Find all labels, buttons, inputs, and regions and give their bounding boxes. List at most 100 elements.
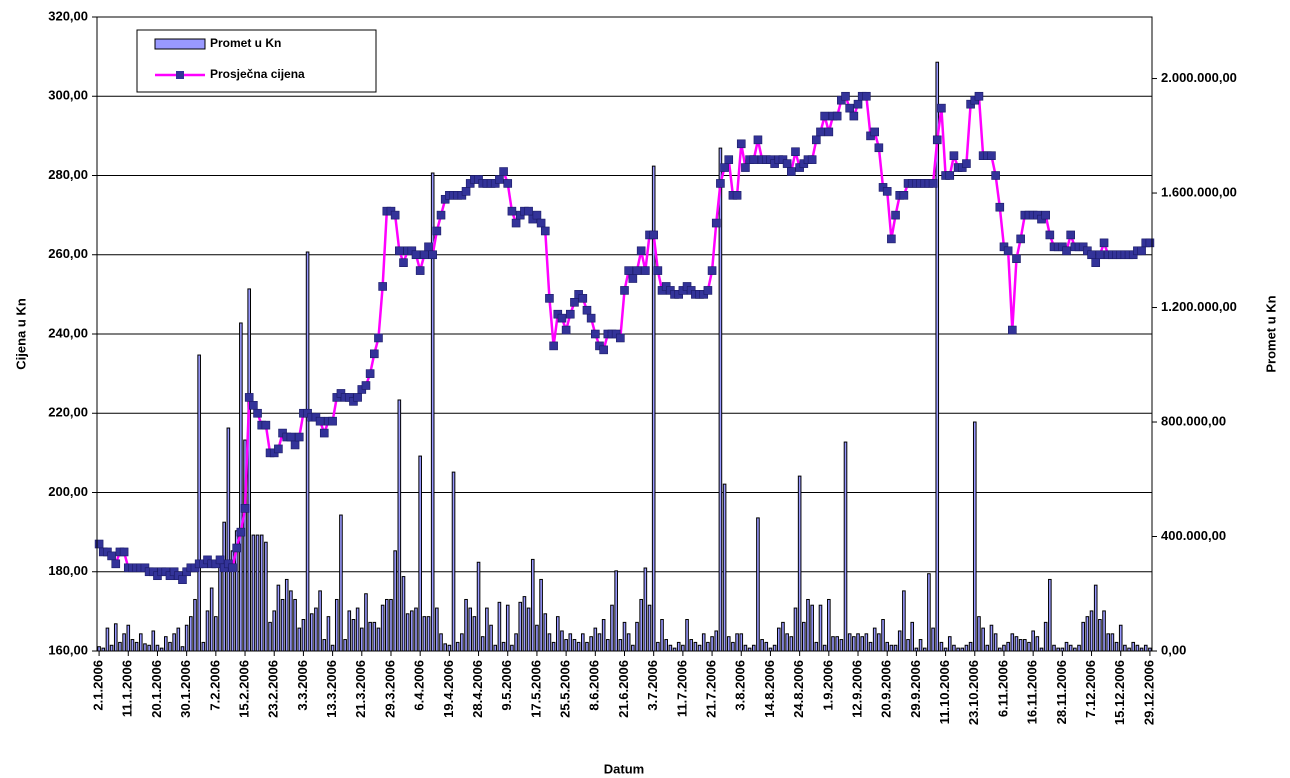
x-tick-label: 29.9.2006 <box>908 660 923 718</box>
bar <box>601 619 606 652</box>
x-tick-label: 3.3.2006 <box>295 660 310 711</box>
marker <box>319 428 329 438</box>
marker <box>991 171 1000 180</box>
marker <box>649 230 658 240</box>
bar <box>1068 644 1073 652</box>
bar <box>410 610 414 652</box>
marker <box>290 440 300 450</box>
x-tick-label: 14.8.2006 <box>762 660 777 718</box>
marker <box>1045 230 1055 240</box>
bar <box>1006 641 1010 652</box>
bar <box>226 427 231 652</box>
bar <box>251 534 256 652</box>
bar <box>676 641 681 652</box>
marker <box>812 135 821 145</box>
bar <box>977 616 981 652</box>
bar <box>118 641 122 652</box>
bar <box>701 633 706 652</box>
bar <box>284 578 289 652</box>
bar <box>122 633 126 652</box>
bar <box>722 483 727 652</box>
bar <box>881 619 885 652</box>
bar <box>105 627 110 652</box>
bar <box>218 561 222 652</box>
x-tick-label: 29.3.2006 <box>382 660 397 718</box>
bar <box>697 644 702 652</box>
x-tick-label: 24.8.2006 <box>791 660 806 718</box>
bar <box>1106 633 1111 652</box>
bar <box>314 607 318 652</box>
bar <box>193 598 197 652</box>
marker <box>178 575 187 584</box>
bar <box>405 613 410 652</box>
marker <box>1087 250 1096 260</box>
bar <box>518 601 523 652</box>
marker <box>240 504 250 513</box>
marker <box>1041 210 1050 220</box>
bar <box>1018 639 1023 652</box>
x-tick-label: 16.11.2006 <box>1025 660 1040 724</box>
bar <box>272 610 277 652</box>
bar <box>376 627 381 652</box>
bar <box>781 621 785 652</box>
bar <box>485 607 489 652</box>
marker <box>328 416 337 426</box>
x-tick-label: 23.10.2006 <box>966 660 981 725</box>
marker <box>399 258 408 267</box>
bar <box>1027 641 1031 652</box>
bar <box>714 630 719 652</box>
bar <box>535 624 539 652</box>
bar <box>138 633 143 652</box>
bar <box>1014 636 1019 652</box>
marker <box>365 369 375 378</box>
marker <box>716 179 725 188</box>
marker <box>540 226 550 236</box>
bar <box>1048 578 1052 652</box>
bar <box>1031 630 1035 652</box>
bar <box>981 627 985 652</box>
bar <box>656 641 660 652</box>
marker <box>561 325 571 335</box>
marker <box>361 381 371 390</box>
marker <box>495 175 504 184</box>
x-tick-label: 30.1.2006 <box>178 660 193 718</box>
bar <box>326 616 331 652</box>
marker <box>1091 258 1101 267</box>
bar <box>414 607 418 652</box>
bar <box>334 598 339 652</box>
bar <box>739 633 744 652</box>
marker <box>94 539 104 549</box>
bar <box>993 633 998 652</box>
marker <box>107 551 116 561</box>
bar <box>1098 619 1102 652</box>
marker <box>249 401 258 410</box>
bar <box>1052 644 1056 652</box>
bar <box>868 641 873 652</box>
bar <box>789 636 794 652</box>
y-tick-label: 200,00 <box>48 484 88 499</box>
bar <box>589 636 593 652</box>
bar <box>706 641 710 652</box>
marker <box>411 250 421 260</box>
marker <box>720 163 729 172</box>
marker <box>1003 246 1013 256</box>
bar <box>501 641 506 652</box>
marker <box>641 266 650 275</box>
bar <box>180 646 185 652</box>
marker <box>891 210 900 220</box>
bar <box>364 593 368 652</box>
y2-tick-label: 2.000.000,00 <box>1161 70 1237 85</box>
bar <box>97 646 101 652</box>
marker <box>286 432 296 442</box>
x-tick-label: 8.6.2006 <box>587 660 602 711</box>
bar <box>347 610 352 652</box>
bar <box>581 633 585 652</box>
bar <box>985 644 990 652</box>
marker <box>524 206 533 216</box>
bar <box>918 639 923 652</box>
marker <box>315 416 325 426</box>
bar <box>743 644 748 652</box>
bar <box>910 621 915 652</box>
bar <box>455 641 460 652</box>
